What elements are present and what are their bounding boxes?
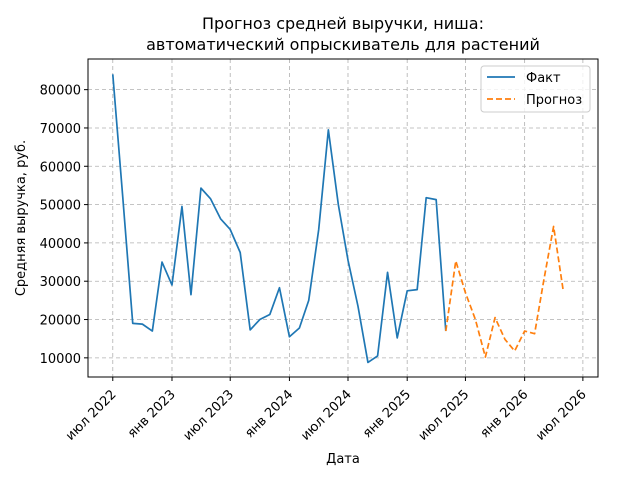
x-tick-label: янв 2025: [360, 387, 414, 441]
chart-title: Прогноз средней выручки, ниша:: [202, 14, 484, 33]
x-tick-label: янв 2026: [478, 387, 532, 441]
y-tick-label: 80000: [40, 84, 81, 99]
y-tick-label: 40000: [40, 237, 81, 252]
x-tick-label: июл 2022: [63, 387, 120, 444]
legend-label: Прогноз: [526, 93, 582, 108]
legend-label: Факт: [526, 71, 561, 86]
chart-subtitle: автоматический опрыскиватель для растени…: [146, 35, 540, 54]
y-tick-label: 60000: [40, 160, 81, 175]
x-tick-label: янв 2023: [125, 387, 179, 441]
y-tick-label: 30000: [40, 275, 81, 290]
x-tick-label: июл 2025: [416, 387, 473, 444]
x-tick-label: июл 2024: [298, 387, 355, 444]
x-tick-label: июл 2026: [533, 387, 590, 444]
plot-frame: [87, 58, 599, 378]
series-line-forecast: [444, 225, 565, 358]
x-tick-label: июл 2023: [181, 387, 238, 444]
y-tick-label: 70000: [40, 122, 81, 137]
x-axis: июл 2022 янв 2023 июл 2023 янв 2024 июл 2024…: [63, 377, 590, 444]
x-tick-label: янв 2024: [242, 387, 296, 441]
y-axis: 10000 20000 30000 40000 50000 60000 70000 80000: [40, 84, 88, 367]
x-axis-label: Дата: [326, 452, 360, 467]
y-tick-label: 10000: [40, 352, 81, 367]
y-tick-label: 50000: [40, 199, 81, 214]
y-tick-label: 20000: [40, 314, 81, 329]
plot-series: [111, 74, 565, 364]
legend: Факт Прогноз: [480, 65, 591, 113]
y-axis-label: Средняя выручка, руб.: [14, 140, 29, 296]
